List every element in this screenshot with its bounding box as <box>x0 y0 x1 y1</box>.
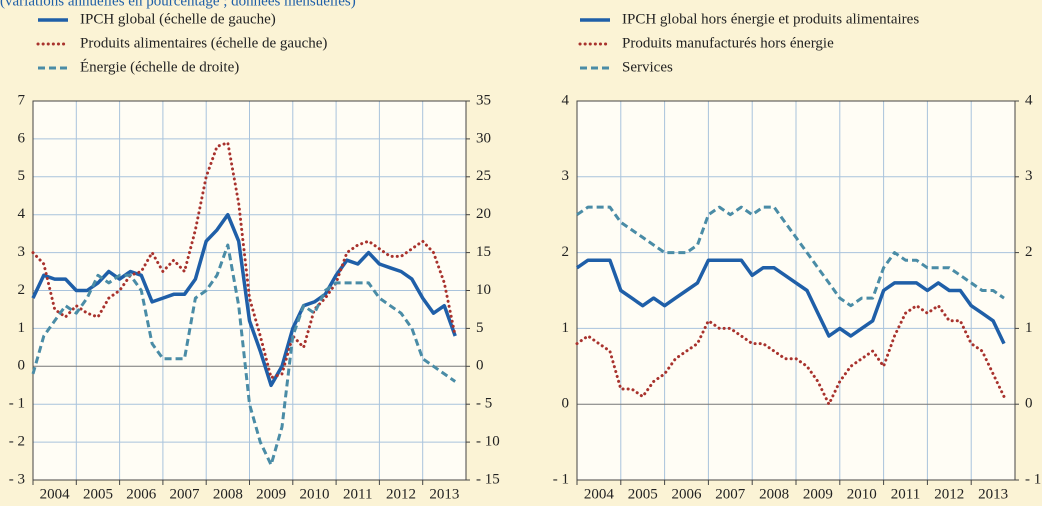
y2-tick-label: 20 <box>476 206 491 222</box>
y-tick-label: 3 <box>562 168 570 184</box>
y-tick-label: 7 <box>18 92 26 108</box>
y-tick-label: - 3 <box>9 471 25 487</box>
legend-label: Énergie (échelle de droite) <box>80 58 239 75</box>
y2-tick-label: 35 <box>476 92 491 108</box>
y-tick-label: 0 <box>18 358 26 374</box>
y-tick-label: - 1 <box>553 471 569 487</box>
y-tick-label: 2 <box>18 282 26 298</box>
x-tick-label: 2008 <box>213 486 243 502</box>
legend-label: Produits manufacturés hors énergie <box>622 35 834 51</box>
plot-frame <box>32 100 467 481</box>
legend-label: IPCH global hors énergie et produits ali… <box>622 11 919 27</box>
x-tick-label: 2007 <box>715 486 746 502</box>
legend-label: Produits alimentaires (échelle de gauche… <box>80 35 327 51</box>
y2-tick-label: 2 <box>1025 244 1033 260</box>
y2-tick-label: 10 <box>476 282 491 298</box>
y2-tick-label: 0 <box>1025 396 1033 412</box>
y2-tick-label: - 15 <box>476 471 500 487</box>
y2-tick-label: - 10 <box>476 434 500 450</box>
x-tick-label: 2009 <box>803 486 833 502</box>
x-tick-label: 2009 <box>256 486 286 502</box>
chart-subtitle: (variations annuelles en pourcentage ; d… <box>0 0 356 9</box>
x-tick-label: 2006 <box>672 486 703 502</box>
y-tick-label: 0 <box>562 396 570 412</box>
series-line <box>31 141 457 380</box>
y-tick-label: - 2 <box>9 434 25 450</box>
x-tick-label: 2010 <box>299 486 329 502</box>
y-tick-label: 4 <box>562 92 570 108</box>
plot-frame <box>576 100 1016 481</box>
x-tick-label: 2008 <box>759 486 789 502</box>
x-tick-label: 2006 <box>126 486 157 502</box>
y2-tick-label: 4 <box>1025 92 1033 108</box>
y2-tick-label: 25 <box>476 168 491 184</box>
y2-tick-label: - 1 <box>1025 471 1041 487</box>
y2-tick-label: - 5 <box>476 396 492 412</box>
y2-tick-label: 15 <box>476 244 491 260</box>
series-line <box>576 205 1005 308</box>
x-tick-label: 2010 <box>847 486 877 502</box>
x-tick-label: 2011 <box>343 486 372 502</box>
legend-label: IPCH global (échelle de gauche) <box>80 11 276 27</box>
y-tick-label: 1 <box>18 320 26 336</box>
x-tick-label: 2007 <box>170 486 201 502</box>
y2-tick-label: 0 <box>476 358 484 374</box>
x-tick-label: 2004 <box>584 486 615 502</box>
y2-tick-label: 30 <box>476 130 491 146</box>
y-tick-label: 2 <box>562 244 570 260</box>
series-line <box>31 212 457 388</box>
x-tick-label: 2004 <box>40 486 71 502</box>
y-tick-label: 4 <box>18 206 26 222</box>
y-tick-label: - 1 <box>9 396 25 412</box>
x-tick-label: 2013 <box>429 486 459 502</box>
x-tick-label: 2012 <box>934 486 964 502</box>
y2-tick-label: 5 <box>476 320 484 336</box>
y-tick-label: 1 <box>562 320 570 336</box>
x-tick-label: 2013 <box>978 486 1008 502</box>
y-tick-label: 5 <box>18 168 26 184</box>
series-line <box>31 243 457 467</box>
y2-tick-label: 3 <box>1025 168 1033 184</box>
y-tick-label: 3 <box>18 244 26 260</box>
x-tick-label: 2005 <box>628 486 658 502</box>
series-line <box>576 258 1006 345</box>
x-tick-label: 2012 <box>386 486 416 502</box>
series-line <box>575 304 1006 406</box>
y-tick-label: 6 <box>18 130 26 146</box>
legend-label: Services <box>622 59 673 75</box>
y2-tick-label: 1 <box>1025 320 1033 336</box>
x-tick-label: 2005 <box>83 486 113 502</box>
x-tick-label: 2011 <box>891 486 920 502</box>
